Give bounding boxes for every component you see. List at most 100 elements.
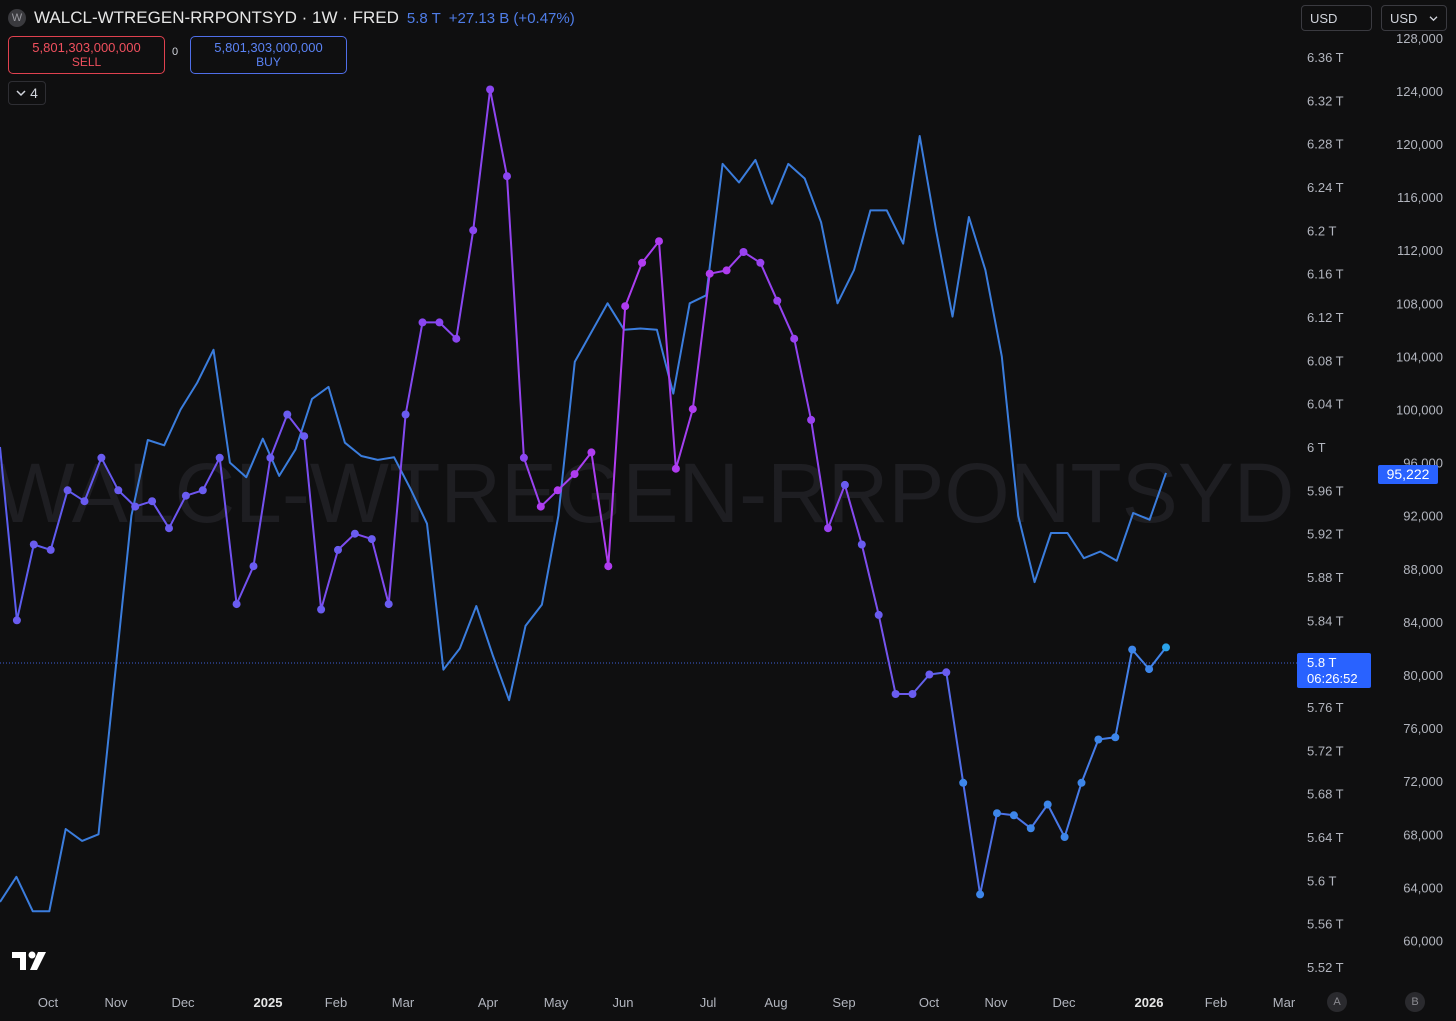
right-axis-tick: 92,000 (1403, 509, 1443, 524)
series-left-point (705, 269, 714, 278)
left-axis-tick: 6.36 T (1307, 50, 1344, 65)
x-axis-tick: 2026 (1135, 995, 1164, 1010)
series-left-point (1094, 735, 1103, 744)
left-axis-tick: 5.84 T (1307, 613, 1344, 628)
series-left-point (283, 410, 292, 419)
x-axis-tick: Feb (325, 995, 347, 1010)
series-left-point (1043, 800, 1052, 809)
x-axis-tick: Dec (1052, 995, 1076, 1010)
series-left-point (959, 778, 968, 787)
x-axis-tick: Mar (1273, 995, 1296, 1010)
series-left-point (891, 690, 900, 698)
series-left-point (29, 540, 38, 549)
indicators-toggle[interactable]: 4 (8, 81, 46, 105)
series-left-point (249, 562, 258, 571)
x-axis-tick: Sep (832, 995, 855, 1010)
series-left-point (857, 540, 866, 549)
auto-scale-button[interactable]: A (1327, 992, 1347, 1012)
currency-select-left[interactable]: USD (1301, 5, 1372, 31)
last-value: 5.8 T (406, 9, 441, 27)
left-axis-tick: 5.88 T (1307, 570, 1344, 585)
x-axis-tick: Dec (171, 995, 195, 1010)
x-axis-tick: Apr (478, 995, 499, 1010)
left-axis-tick: 6.28 T (1307, 137, 1344, 152)
right-axis-tick: 112,000 (1397, 243, 1443, 258)
series-left-point (131, 502, 140, 511)
right-axis-tick: 72,000 (1403, 774, 1443, 789)
chart-watermark: WALCL-WTREGEN-RRPONTSYD (0, 446, 1294, 540)
series-left-point (621, 302, 630, 311)
tradingview-logo-icon[interactable] (12, 950, 48, 972)
series-left-point (807, 415, 816, 424)
series-left-point (469, 226, 478, 235)
source-logo-icon: W (8, 9, 26, 27)
series-left-point (1077, 778, 1086, 787)
right-axis-tick: 60,000 (1403, 934, 1443, 949)
left-axis-tick: 5.72 T (1307, 743, 1344, 758)
right-price-value: 95,222 (1387, 466, 1430, 482)
left-axis-tick: 6.04 T (1307, 397, 1344, 412)
series-left-point (46, 545, 55, 554)
x-axis-tick: 2025 (254, 995, 283, 1010)
right-axis-tick: 88,000 (1403, 562, 1443, 577)
price-change: +27.13 B (+0.47%) (448, 9, 575, 27)
currency-label-left: USD (1310, 10, 1338, 26)
currency-select-right[interactable]: USD (1381, 5, 1447, 31)
b-scale-button[interactable]: B (1405, 992, 1425, 1012)
last-price-value: 5.8 T (1307, 655, 1336, 670)
series-left-point (1128, 645, 1137, 654)
right-axis-tick: 128,000 (1396, 31, 1443, 46)
series-left-point (908, 690, 917, 698)
series-right-line (0, 135, 1167, 913)
currency-label-right: USD (1390, 10, 1418, 26)
left-axis-tick: 6.16 T (1307, 267, 1344, 282)
series-left-point (519, 453, 528, 462)
left-axis-tick: 5.52 T (1307, 960, 1344, 975)
right-axis-tick: 80,000 (1403, 668, 1443, 683)
series-left-point (1162, 643, 1170, 652)
series-left-point (486, 85, 495, 94)
series-left-point (722, 266, 731, 275)
series-left-point (148, 497, 157, 506)
series-left-point (503, 172, 511, 181)
series-left-point (925, 670, 934, 679)
sell-price: 5,801,303,000,000 (32, 40, 141, 55)
series-left-point (80, 497, 89, 506)
series-left-point (401, 410, 410, 419)
sell-label: SELL (71, 55, 102, 69)
series-left-point (824, 524, 832, 533)
series-left-point (215, 453, 224, 462)
right-axis-tick: 100,000 (1396, 403, 1443, 418)
series-left-point (1060, 833, 1069, 841)
series-left-point (435, 318, 444, 327)
series-left-point (452, 334, 461, 343)
left-axis-tick: 5.56 T (1307, 917, 1344, 932)
series-left-point (418, 318, 427, 327)
series-left-point (993, 809, 1001, 818)
buy-button[interactable]: 5,801,303,000,000 BUY (190, 36, 347, 74)
left-axis-tick: 6 T (1307, 440, 1326, 455)
symbol-header: W WALCL-WTREGEN-RRPONTSYD · 1W · FRED 5.… (8, 8, 575, 28)
left-axis-tick: 6.24 T (1307, 180, 1344, 195)
series-left-point (671, 464, 680, 473)
chevron-down-icon (1429, 15, 1438, 21)
x-axis-tick: Nov (104, 995, 128, 1010)
series-left-point (756, 258, 765, 267)
series-left-point (587, 448, 596, 457)
left-axis-tick: 5.6 T (1307, 873, 1336, 888)
x-axis-tick: Jun (613, 995, 634, 1010)
x-axis-tick: Nov (984, 995, 1008, 1010)
series-left-point (367, 535, 376, 544)
left-axis-tick: 6.08 T (1307, 353, 1344, 368)
sell-button[interactable]: 5,801,303,000,000 SELL (8, 36, 165, 74)
bar-countdown: 06:26:52 (1307, 671, 1358, 686)
series-left-point (114, 486, 123, 495)
right-axis-tick: 120,000 (1396, 137, 1443, 152)
series-left-point (350, 529, 359, 538)
left-axis-tick: 5.96 T (1307, 483, 1344, 498)
series-left-point (1009, 811, 1018, 820)
symbol-title[interactable]: WALCL-WTREGEN-RRPONTSYD · 1W · FRED (34, 8, 399, 27)
left-axis-tick: 6.2 T (1307, 223, 1336, 238)
series-left-point (63, 486, 72, 495)
